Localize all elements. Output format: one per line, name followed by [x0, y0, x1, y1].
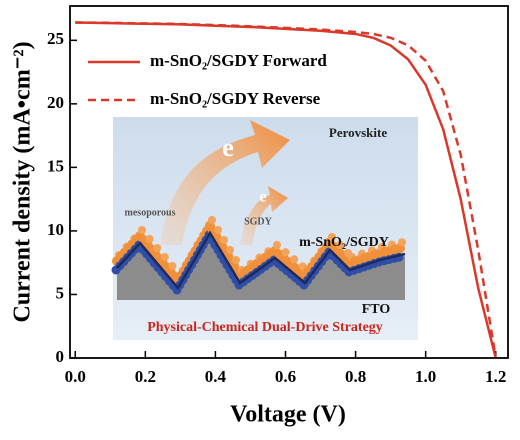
x-tick-label: 0.0 [65, 367, 86, 386]
x-tick-label: 1.2 [485, 367, 506, 386]
sgdy-line [116, 230, 406, 291]
particle [220, 236, 228, 244]
particle [281, 248, 290, 257]
particle [138, 226, 146, 234]
inset-label: FTO [362, 302, 391, 317]
fto-layer [117, 235, 405, 300]
inset-label: m-SnO₂/SGDY [299, 235, 389, 250]
inset-label: mesoporous [125, 207, 176, 218]
inset-caption: Physical-Chemical Dual-Drive Strategy [147, 320, 383, 335]
particle [208, 216, 216, 224]
inset-label: e [259, 189, 266, 206]
x-tick-label: 0.8 [345, 367, 366, 386]
particle [232, 256, 240, 264]
legend-label: m-SnO₂/SGDY Forward [150, 51, 327, 70]
y-tick-label: 25 [47, 29, 64, 48]
x-tick-label: 0.4 [205, 367, 227, 386]
particle [145, 235, 154, 243]
y-tick-label: 5 [56, 283, 65, 302]
y-tick-label: 0 [56, 347, 65, 366]
inset-label: Perovskite [329, 125, 387, 140]
particle [273, 241, 281, 249]
particle [168, 262, 177, 270]
y-tick-label: 10 [47, 220, 64, 239]
inset-label: SGDY [244, 216, 273, 227]
particle [226, 246, 234, 254]
particle [336, 241, 344, 249]
inset-illustration: Perovskite e e mesoporous SGDY m-SnO₂/SG… [111, 117, 418, 340]
x-tick-label: 1.0 [415, 367, 436, 386]
electron-arrow [240, 186, 288, 245]
x-tick-label: 0.2 [135, 367, 156, 386]
y-tick-label: 20 [47, 93, 64, 112]
particle [290, 255, 299, 264]
x-tick-label: 0.6 [275, 367, 296, 386]
particle [160, 253, 169, 261]
y-axis-title: Current density (mA•cm⁻²) [10, 41, 36, 322]
particle [214, 226, 222, 234]
particle [398, 238, 406, 247]
legend-label: m-SnO₂/SGDY Reverse [150, 89, 321, 108]
electron-arrow [160, 120, 290, 245]
data-line [75, 21, 497, 359]
particle [153, 244, 162, 252]
y-tick-label: 15 [47, 156, 64, 175]
x-axis-title: Voltage (V) [230, 402, 346, 428]
inset-label: e [222, 133, 234, 162]
particle [328, 233, 336, 241]
plot-frame [69, 5, 509, 359]
